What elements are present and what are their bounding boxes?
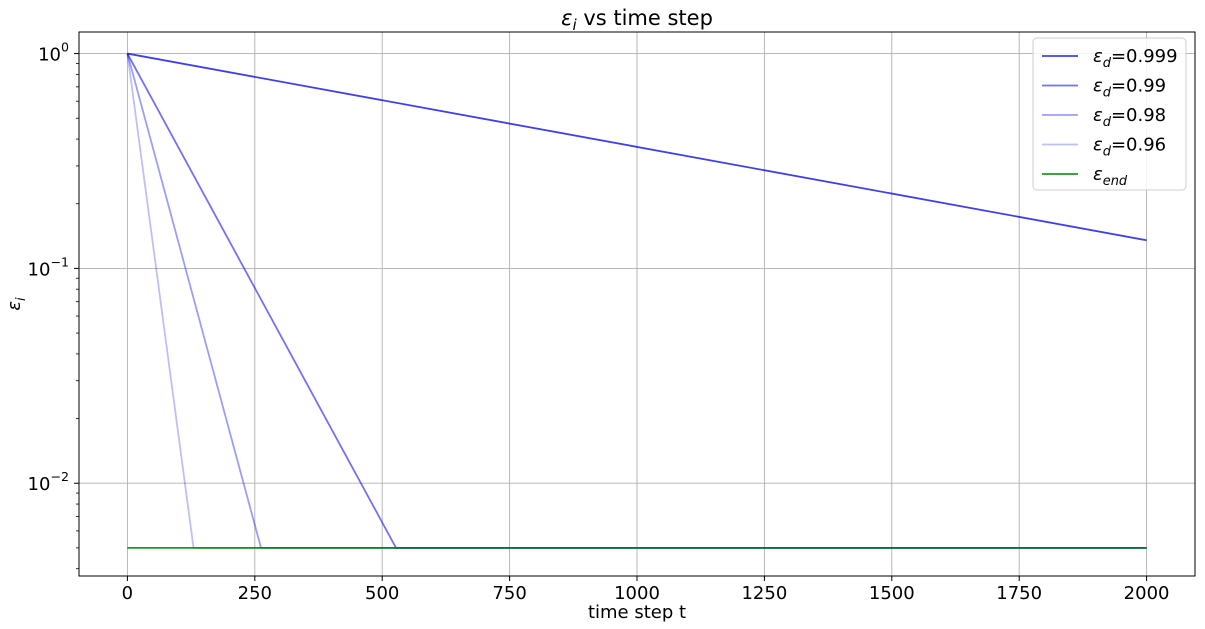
legend-label: εd=0.98 xyxy=(1093,105,1166,130)
chart-title: εi vs time step xyxy=(561,6,713,34)
y-tick-label: 100 xyxy=(38,40,69,66)
y-tick-label: 10−1 xyxy=(28,254,69,280)
x-tick-label: 750 xyxy=(492,583,526,604)
legend-label: εd=0.999 xyxy=(1093,46,1178,71)
legend-box xyxy=(1032,37,1187,191)
legend-label: εd=0.96 xyxy=(1093,135,1166,160)
plot-series xyxy=(126,52,1147,549)
y-tick-label: 10−2 xyxy=(28,469,69,495)
x-tick-label: 2000 xyxy=(1124,583,1170,604)
x-tick-label: 250 xyxy=(238,583,272,604)
legend-label: εd=0.99 xyxy=(1093,76,1166,101)
x-tick-label: 500 xyxy=(365,583,399,604)
grid xyxy=(79,32,1195,576)
x-tick-label: 1000 xyxy=(614,583,660,604)
x-axis-label: time step t xyxy=(588,602,686,623)
x-tick-label: 1250 xyxy=(741,583,787,604)
x-tick-label: 0 xyxy=(122,583,133,604)
axis-ticks: 0 250 500 750 1000 1250 1500 1750 2000 100 10−1 10−… xyxy=(28,40,1170,604)
y-axis-label: εi xyxy=(4,297,29,311)
legend: εd=0.999 εd=0.99 εd=0.98 εd=0.96 εend xyxy=(1032,37,1187,191)
x-tick-label: 1500 xyxy=(869,583,915,604)
x-tick-label: 1750 xyxy=(996,583,1042,604)
legend-label: εend xyxy=(1093,164,1128,189)
series-line--d-0-999 xyxy=(127,52,1147,242)
